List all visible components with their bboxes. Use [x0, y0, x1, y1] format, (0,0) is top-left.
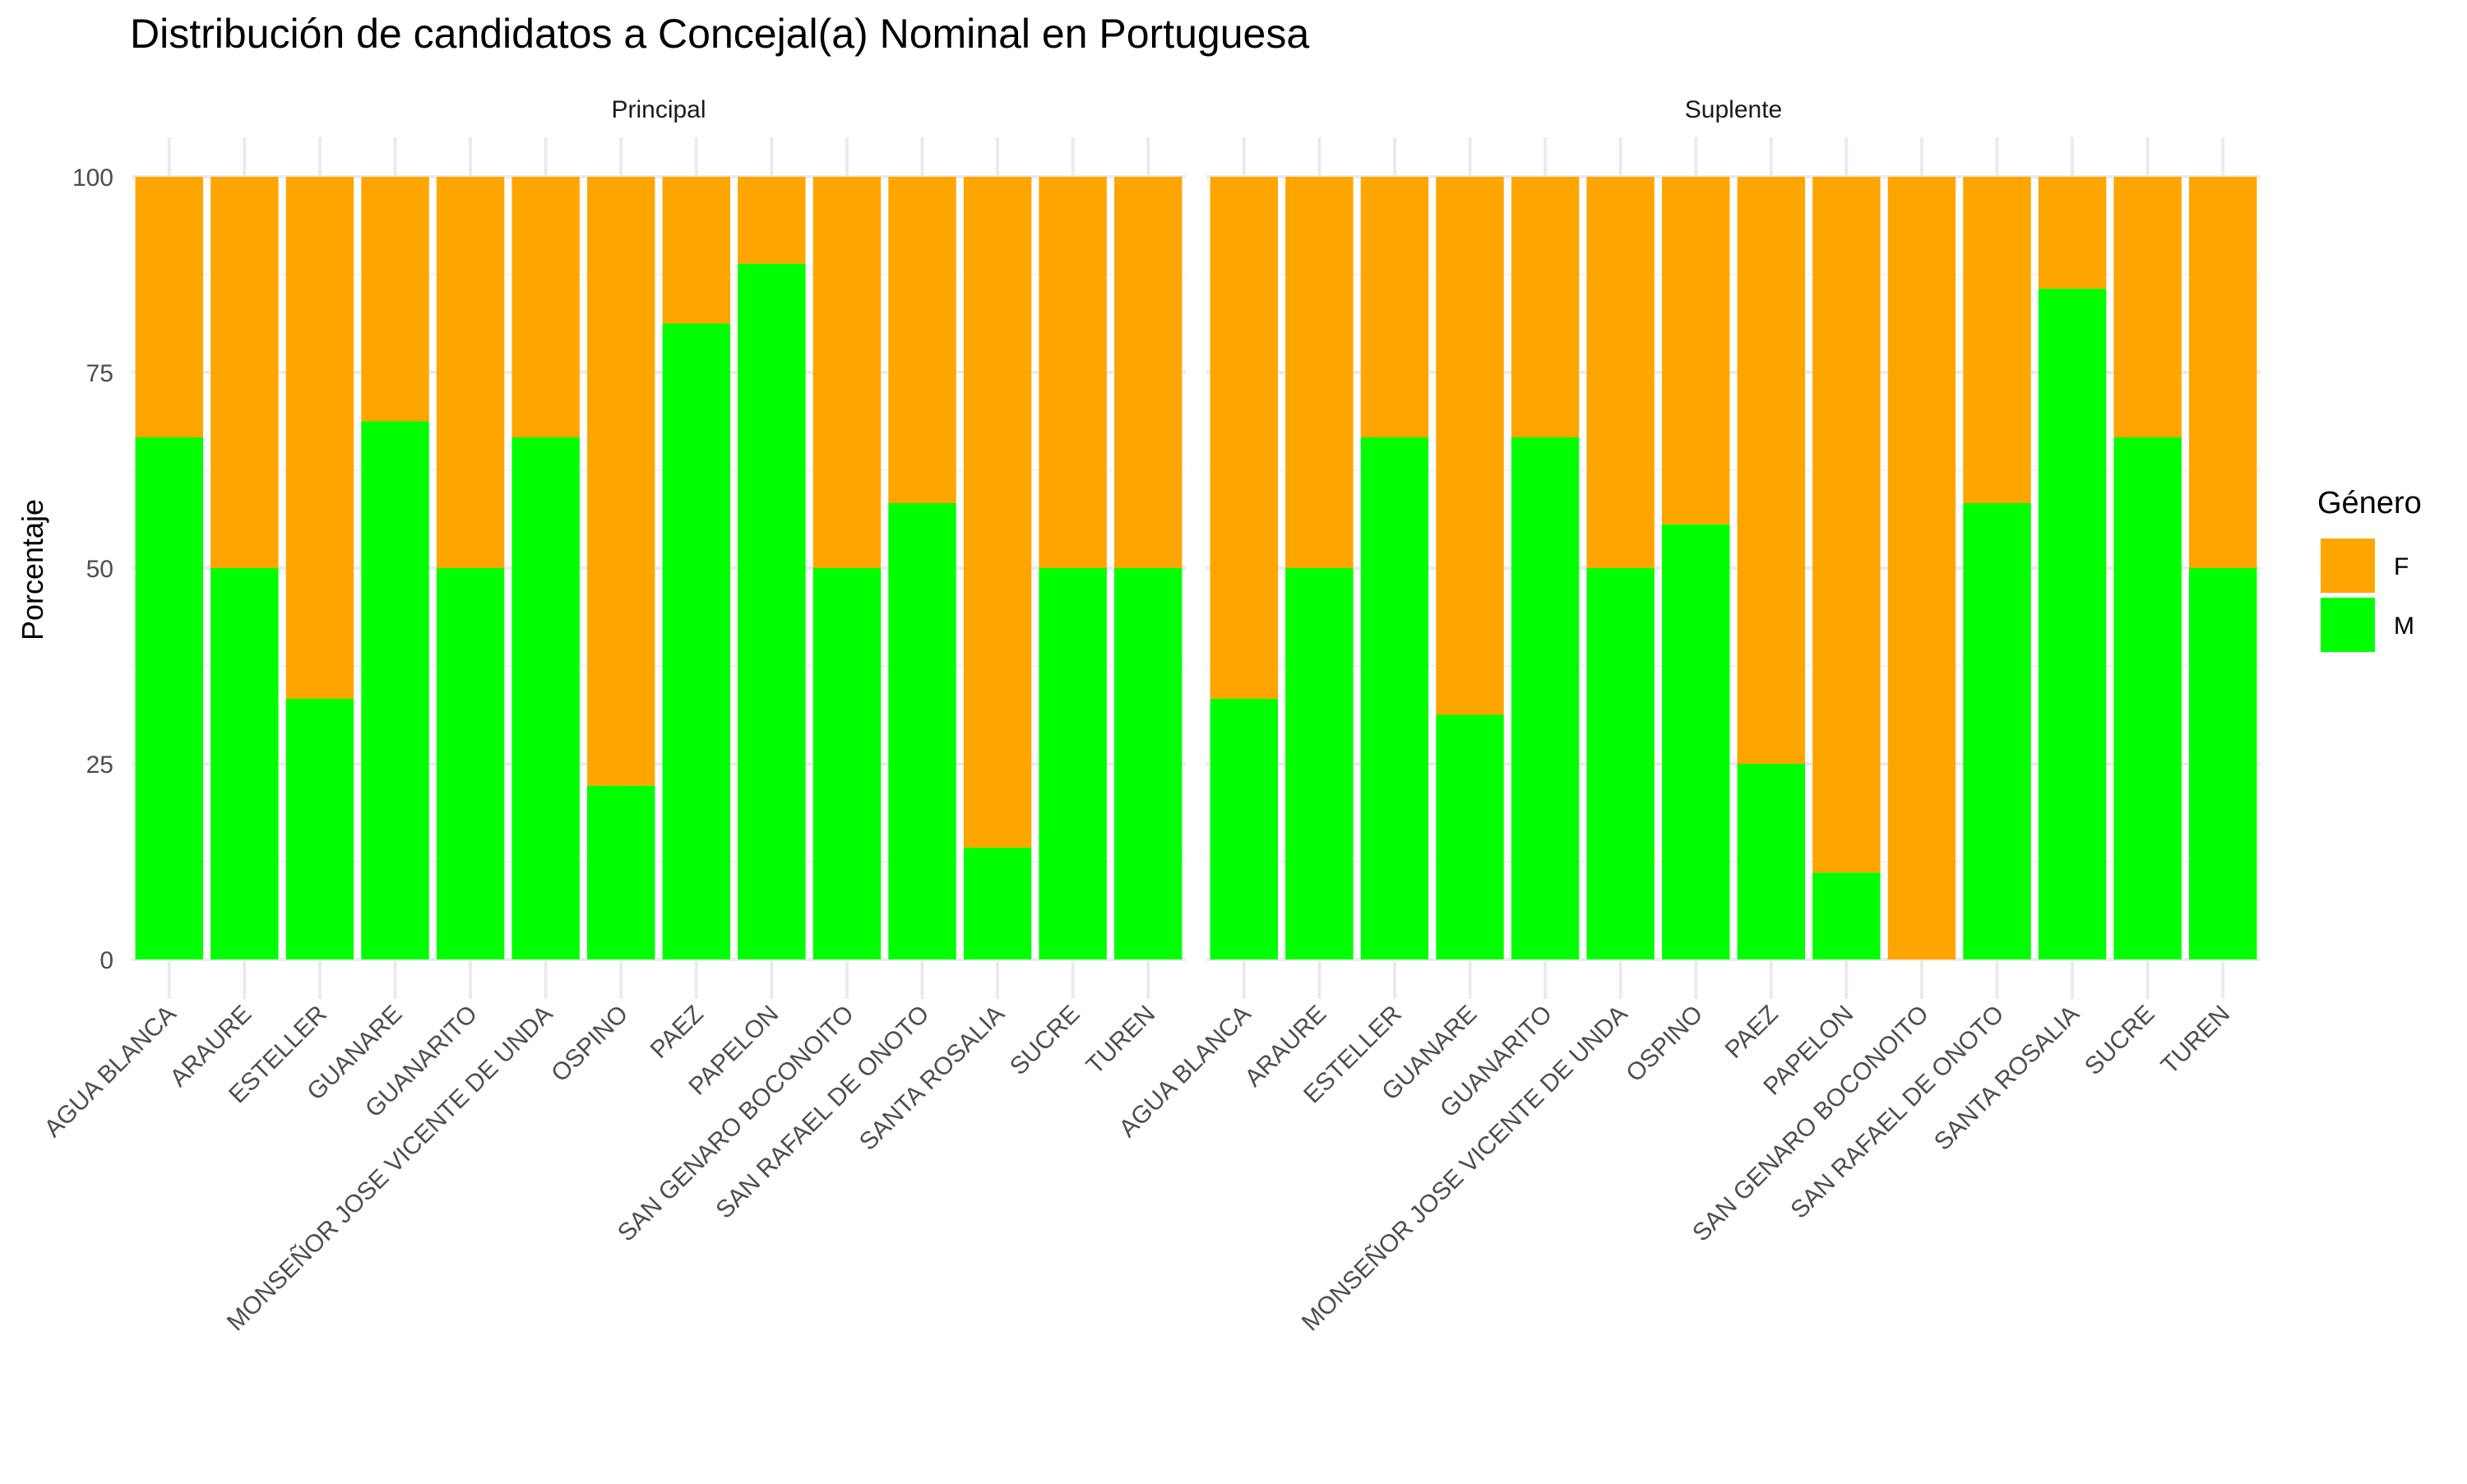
bar-f — [1812, 177, 1881, 873]
bar-m — [1039, 568, 1107, 959]
bar-f — [1737, 177, 1805, 764]
bar-f — [1360, 177, 1429, 438]
bar-f — [211, 177, 279, 568]
x-tick-label: SUCRE — [1005, 1001, 1085, 1081]
bar-m — [888, 502, 956, 959]
bar-f — [888, 177, 956, 503]
x-tick-label: PAEZ — [646, 1001, 709, 1064]
x-tick-label: PAEZ — [1720, 1001, 1784, 1064]
y-axis-label: Porcentaje — [16, 499, 49, 640]
bar-f — [587, 177, 655, 786]
bar-m — [1662, 524, 1730, 959]
legend-keys: FM — [2321, 539, 2414, 652]
x-tick-label: SANTA ROSALIA — [1929, 1001, 2085, 1156]
bar-m — [1360, 437, 1429, 959]
bar-f — [2038, 177, 2107, 289]
bar-m — [285, 698, 354, 959]
bar-f — [963, 177, 1032, 848]
x-tick-label: SUCRE — [2080, 1001, 2160, 1081]
bar-m — [511, 437, 580, 959]
y-tick-label: 0 — [100, 947, 113, 974]
legend-title: Género — [2317, 486, 2422, 520]
legend-label: F — [2394, 553, 2409, 580]
legend-label: M — [2394, 613, 2414, 640]
bar-m — [1963, 502, 2031, 959]
bar-m — [963, 847, 1032, 959]
bar-f — [812, 177, 882, 568]
bar-f — [135, 177, 203, 438]
bar-f — [1662, 177, 1730, 525]
x-tick-label: AGUA BLANCA — [39, 1001, 182, 1143]
bar-m — [1511, 437, 1580, 959]
bar-m — [135, 437, 203, 959]
bar-f — [1114, 177, 1183, 568]
bar-f — [662, 177, 730, 324]
bar-f — [285, 177, 354, 699]
bar-f — [2189, 177, 2257, 568]
bar-m — [1114, 568, 1183, 959]
bar-m — [361, 421, 429, 959]
bar-m — [2113, 437, 2182, 959]
x-tick-label: TUREN — [2156, 1001, 2235, 1079]
bar-f — [1887, 177, 1956, 959]
bar-m — [436, 568, 505, 959]
bar-f — [361, 177, 429, 422]
bar-f — [1963, 177, 2031, 503]
bar-m — [2189, 568, 2257, 959]
bar-m — [1436, 714, 1504, 959]
bar-m — [1737, 764, 1805, 959]
bar-m — [1210, 698, 1278, 959]
x-tick-label: SANTA ROSALIA — [854, 1001, 1010, 1156]
legend-key-f — [2321, 539, 2375, 593]
bar-f — [511, 177, 580, 438]
bar-f — [1039, 177, 1107, 568]
bar-m — [2038, 289, 2107, 959]
bar-m — [1285, 568, 1354, 959]
chart-title: Distribución de candidatos a Concejal(a)… — [130, 11, 1309, 57]
y-tick-label: 50 — [86, 556, 113, 583]
bar-m — [812, 568, 882, 959]
facet-strip-label: Principal — [611, 96, 706, 123]
bar-m — [587, 785, 655, 959]
x-tick-label: TUREN — [1081, 1001, 1160, 1079]
legend: Género FM — [2317, 486, 2422, 652]
legend-key-m — [2321, 598, 2375, 652]
bar-f — [436, 177, 505, 568]
x-tick-label: OSPINO — [546, 1001, 633, 1088]
bar-f — [738, 177, 806, 264]
bar-f — [2113, 177, 2182, 438]
y-tick-label: 25 — [86, 751, 113, 779]
bar-m — [211, 568, 279, 959]
bar-f — [1586, 177, 1655, 568]
bar-f — [1511, 177, 1580, 438]
bar-f — [1210, 177, 1278, 699]
bar-f — [1285, 177, 1354, 568]
bar-m — [1812, 872, 1881, 959]
x-tick-label: OSPINO — [1621, 1001, 1708, 1088]
bar-m — [738, 263, 806, 959]
y-tick-label: 75 — [86, 360, 113, 387]
bar-m — [1586, 568, 1655, 959]
bar-m — [662, 323, 730, 959]
bar-f — [1436, 177, 1504, 715]
y-tick-label: 100 — [72, 164, 113, 192]
facet-strip-label: Suplente — [1685, 96, 1782, 123]
